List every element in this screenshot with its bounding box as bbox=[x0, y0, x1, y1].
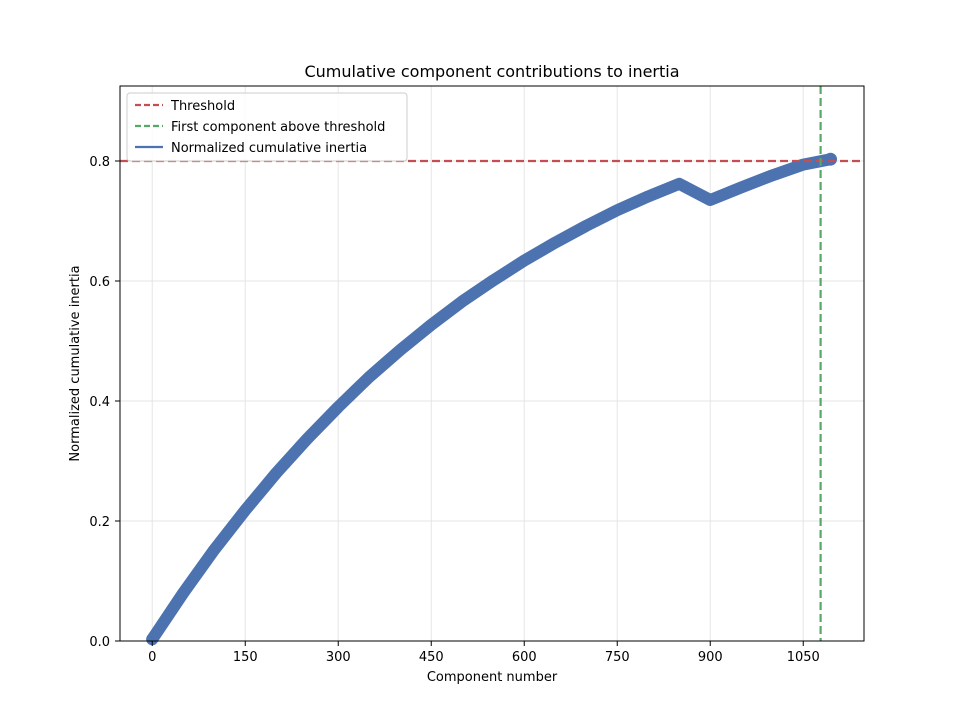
x-axis-label: Component number bbox=[427, 670, 558, 685]
legend-label: Normalized cumulative inertia bbox=[171, 141, 367, 156]
legend-box bbox=[126, 92, 408, 162]
y-tick-label: 0.4 bbox=[89, 395, 110, 410]
plot-area bbox=[120, 86, 864, 641]
y-tick-label: 0.8 bbox=[89, 155, 110, 170]
series-end-point bbox=[824, 152, 838, 166]
x-tick-label: 150 bbox=[233, 650, 258, 665]
x-tick-label: 600 bbox=[512, 650, 537, 665]
x-tick-label: 450 bbox=[419, 650, 444, 665]
plot-background bbox=[120, 86, 864, 641]
y-tick-label: 0.0 bbox=[89, 635, 110, 650]
chart-title: Cumulative component contributions to in… bbox=[304, 62, 679, 81]
x-tick-label: 750 bbox=[605, 650, 630, 665]
axes: 0 150 300 450 600 750 900 1050 0.0 0.2 0.4 0.6 0.8 bbox=[89, 85, 865, 665]
series-start-point bbox=[146, 633, 159, 646]
x-tick-label: 1050 bbox=[787, 650, 820, 665]
y-tick-label: 0.6 bbox=[89, 275, 110, 290]
y-axis-label: Normalized cumulative inertia bbox=[68, 265, 83, 461]
series-layer bbox=[146, 152, 838, 646]
legend: Threshold First component above threshold… bbox=[126, 92, 408, 162]
x-tick-label: 300 bbox=[326, 650, 351, 665]
y-tick-label: 0.2 bbox=[89, 515, 110, 530]
x-tick-label: 900 bbox=[698, 650, 723, 665]
series-line bbox=[146, 153, 837, 646]
legend-label: Threshold bbox=[170, 99, 235, 114]
legend-label: First component above threshold bbox=[171, 120, 385, 135]
x-tick-label: 0 bbox=[148, 650, 156, 665]
axes-frame bbox=[119, 85, 865, 642]
